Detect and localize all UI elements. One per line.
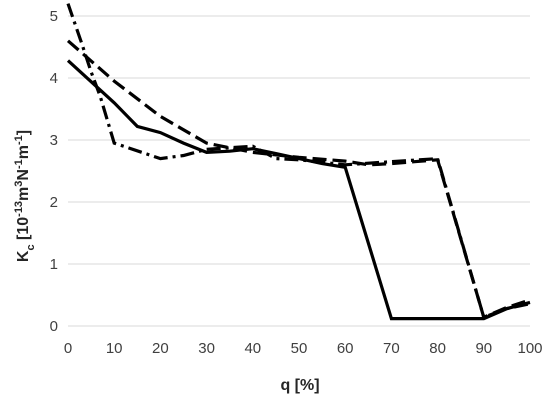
series-line-dashed (66, 39, 531, 320)
y-axis-title-n: N (15, 169, 32, 181)
x-tick-label: 100 (517, 340, 542, 357)
y-tick-label: 0 (50, 318, 58, 335)
gridlines (68, 15, 530, 327)
y-tick-labels: 0 1 2 3 4 5 (50, 8, 58, 335)
series-lines (66, 3, 531, 321)
y-axis-title-k: K (15, 250, 32, 262)
y-tick-label: 1 (50, 256, 58, 273)
y-tick-label: 4 (50, 70, 58, 87)
x-tick-label: 60 (337, 340, 354, 357)
y-axis-title: Kc [10-13m3N-1m-1] (13, 130, 37, 262)
x-tick-label: 50 (291, 340, 308, 357)
series-line-dash-dot (66, 3, 531, 320)
y-axis-title-m2: m (15, 145, 32, 159)
y-axis-title-exp2: 3 (13, 181, 25, 187)
y-axis-title-exp3: -1 (13, 159, 25, 169)
y-axis-title-exp1: -13 (13, 201, 25, 217)
x-axis-title: q [%] (280, 377, 319, 394)
x-tick-label: 20 (152, 340, 169, 357)
y-tick-label: 3 (50, 132, 58, 149)
x-tick-label: 30 (198, 340, 215, 357)
y-axis-title-exp4: -1 (13, 135, 25, 145)
y-tick-label: 5 (50, 8, 58, 25)
x-tick-label: 40 (244, 340, 261, 357)
x-tick-label: 0 (64, 340, 72, 357)
x-tick-labels: 0 10 20 30 40 50 60 70 80 90 100 (64, 340, 543, 357)
x-tick-label: 80 (429, 340, 446, 357)
x-tick-label: 70 (383, 340, 400, 357)
y-axis-title-m1: m (15, 187, 32, 201)
y-axis-title-sub: c (25, 244, 37, 250)
y-axis-title-open: [10 (15, 217, 32, 245)
y-tick-label: 2 (50, 194, 58, 211)
y-axis-title-close: ] (15, 130, 32, 135)
x-tick-label: 10 (106, 340, 123, 357)
x-tick-label: 90 (475, 340, 492, 357)
